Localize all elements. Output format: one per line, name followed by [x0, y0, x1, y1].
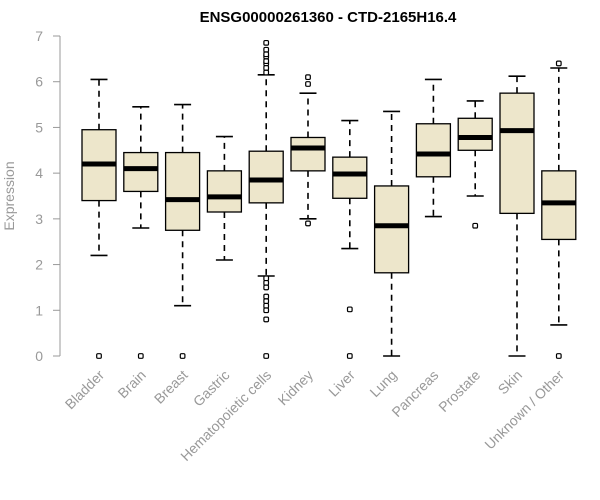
outlier-point [346, 306, 353, 313]
iqr-box [373, 185, 410, 274]
x-category-label: Kidney [275, 367, 317, 409]
x-category-label: Brain [114, 367, 148, 401]
outlier-point [263, 302, 270, 309]
box-group [541, 60, 577, 359]
iqr-box [164, 151, 201, 231]
outlier-point [305, 74, 311, 81]
box-group [457, 100, 493, 229]
outlier-point [346, 353, 353, 359]
y-tick-label: 7 [35, 28, 43, 44]
box-group [415, 78, 452, 218]
iqr-box [499, 92, 535, 215]
outlier-point [263, 275, 270, 282]
outlier-point [137, 353, 144, 359]
outlier-point [263, 307, 270, 314]
x-category-label: Unknown / Other [481, 367, 567, 453]
outlier-point [472, 222, 479, 229]
box-group [373, 110, 410, 357]
y-tick-label: 3 [35, 211, 43, 227]
y-tick-label: 1 [35, 302, 43, 318]
box-group [81, 78, 117, 359]
x-category-label: Bladder [62, 367, 108, 413]
outlier-point [263, 298, 270, 305]
iqr-box [248, 150, 284, 204]
outlier-point [263, 279, 270, 286]
outlier-point [555, 60, 562, 67]
outlier-point [263, 284, 270, 291]
y-tick-label: 4 [35, 165, 43, 181]
iqr-box [290, 136, 326, 172]
iqr-box [332, 156, 368, 199]
x-category-label: Liver [325, 367, 358, 400]
y-tick-label: 6 [35, 74, 43, 90]
box-group [290, 74, 326, 227]
outlier-point [263, 353, 270, 359]
box-group [164, 103, 201, 359]
box-group [332, 119, 368, 359]
outlier-point [263, 65, 270, 71]
box-group [123, 106, 159, 359]
outlier-point [96, 353, 102, 359]
outlier-point [263, 293, 270, 300]
iqr-box [123, 151, 159, 193]
outlier-point [263, 39, 270, 46]
outlier-point [555, 353, 562, 359]
x-category-label: Prostate [435, 367, 483, 415]
x-category-label: Skin [495, 367, 526, 398]
box-group [206, 135, 243, 261]
outlier-point [263, 46, 270, 53]
chart-title: ENSG00000261360 - CTD-2165H16.4 [200, 9, 457, 26]
boxplot-series [81, 39, 577, 359]
y-axis-ticks: 0 1 2 3 4 5 6 7 [35, 28, 60, 364]
y-tick-label: 5 [35, 119, 43, 135]
iqr-box [415, 123, 452, 178]
outlier-point [263, 58, 270, 65]
y-tick-label: 2 [35, 257, 43, 273]
iqr-box [457, 117, 493, 151]
outlier-point [263, 69, 270, 76]
iqr-box [206, 170, 243, 213]
box-group [248, 39, 284, 359]
outlier-point [263, 316, 270, 323]
box-group [499, 75, 535, 357]
outlier-point [263, 51, 270, 58]
outlier-point [305, 81, 311, 87]
y-axis-label: Expression [1, 161, 17, 230]
y-tick-label: 0 [35, 348, 43, 364]
x-category-label: Lung [366, 367, 399, 400]
outlier-point [305, 220, 311, 227]
outlier-point [179, 353, 186, 359]
x-category-label: Breast [151, 367, 191, 407]
